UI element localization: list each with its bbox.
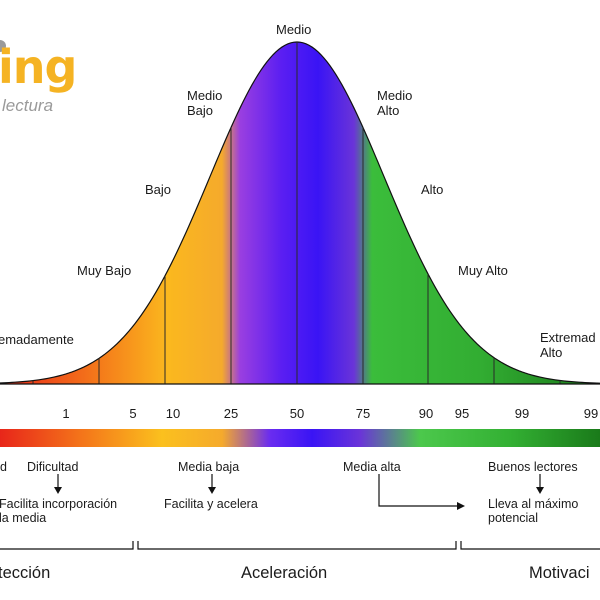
annotation-arrows (54, 474, 544, 510)
percentile-label: 10 (165, 406, 181, 421)
logo-wordmark: ing (0, 40, 77, 94)
label-medio: Medio (276, 22, 312, 37)
percentile-label: 1 (62, 406, 70, 421)
percentile-label: 25 (223, 406, 239, 421)
label-extremadamente-bajo: emadamente (0, 332, 74, 347)
label-muy-bajo: Muy Bajo (77, 263, 132, 278)
annotation-facilita-incorporacion: Facilita incorporación la media (0, 497, 118, 525)
annotation-d: d (0, 460, 7, 474)
label-muy-alto: Muy Alto (458, 263, 508, 278)
percentile-label: 95 (454, 406, 470, 421)
annotation-media-alta: Media alta (343, 460, 401, 474)
label-medio-bajo: Medio Bajo (187, 88, 223, 118)
section-motivacion: Motivaci (529, 564, 590, 582)
label-medio-alto: Medio Alto (377, 88, 413, 118)
section-deteccion: tección (0, 564, 51, 582)
bell-curve-fill (0, 41, 600, 385)
section-aceleracion: Aceleración (241, 564, 328, 582)
section-brackets (0, 541, 600, 550)
percentile-label: 50 (289, 406, 305, 421)
percentile-label: 75 (355, 406, 371, 421)
annotation-buenos-lectores: Buenos lectores (488, 460, 578, 474)
label-extremadamente-alto: Extremad Alto (540, 330, 596, 360)
annotation-media-baja: Media baja (178, 460, 240, 474)
percentile-label: 99 (583, 406, 599, 421)
color-scale-bar (0, 429, 600, 447)
label-bajo: Bajo (145, 182, 172, 197)
annotation-dificultad: Dificultad (27, 460, 79, 474)
percentile-label: 99 (514, 406, 530, 421)
bell-divider-lines (32, 42, 561, 384)
annotation-lleva-maximo: Lleva al máximo potencial (488, 497, 579, 525)
percentile-label: 90 (418, 406, 434, 421)
percentile-label: 5 (129, 406, 137, 421)
logo-dot (0, 40, 6, 52)
logo-subtitle: lectura (2, 96, 54, 115)
annotation-facilita-acelera: Facilita y acelera (164, 497, 258, 511)
label-alto: Alto (421, 182, 444, 197)
